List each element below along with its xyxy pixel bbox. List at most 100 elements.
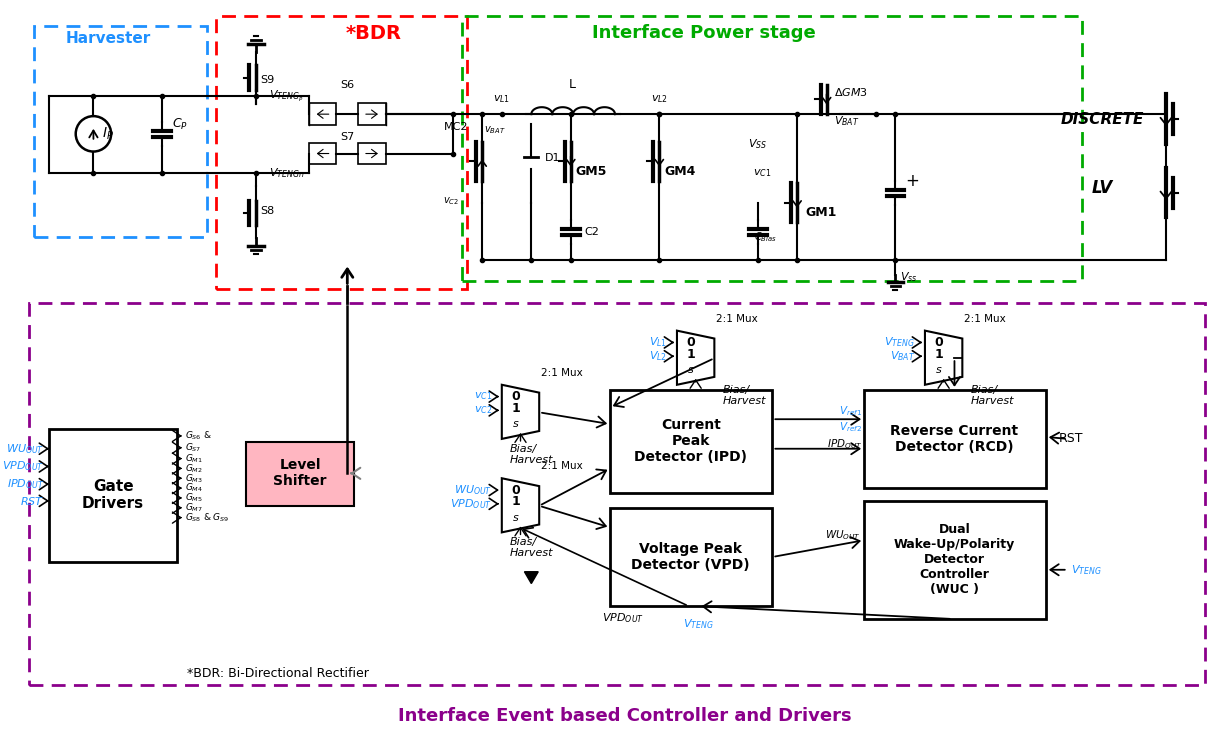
Text: $v_{C2}$: $v_{C2}$ [474,405,492,416]
Text: S7: S7 [341,132,354,142]
Text: Harvester: Harvester [65,31,151,46]
Text: $G_{M7}$: $G_{M7}$ [184,502,203,514]
Text: Bias/: Bias/ [509,537,536,547]
Text: s: s [936,365,942,375]
Text: $v_{C1}$: $v_{C1}$ [474,391,492,402]
Text: $V_{ref2}$: $V_{ref2}$ [839,420,862,434]
Text: $IPD_{OUT}$: $IPD_{OUT}$ [6,477,44,491]
Text: $WU_{OUT}$: $WU_{OUT}$ [6,442,44,456]
Text: Reverse Current
Detector (RCD): Reverse Current Detector (RCD) [891,424,1018,454]
Text: Bias/: Bias/ [970,385,998,395]
Text: $G_{M5}$: $G_{M5}$ [184,492,203,504]
Text: Harvest: Harvest [970,396,1014,405]
Text: $v_{L1}$: $v_{L1}$ [493,93,510,105]
Text: 1: 1 [512,496,520,508]
Text: C2: C2 [584,227,599,237]
Text: 2:1 Mux: 2:1 Mux [541,462,583,471]
Text: $G_{S6}$ &: $G_{S6}$ & [184,430,212,442]
Text: $I_P$: $I_P$ [102,126,114,142]
Text: +: + [905,172,919,190]
Text: Bias/: Bias/ [722,385,749,395]
Text: Harvest: Harvest [509,548,554,558]
Text: $G_{M2}$: $G_{M2}$ [184,462,203,475]
Text: RST: RST [1058,433,1082,445]
Text: $WU_{OUT}$: $WU_{OUT}$ [825,528,861,542]
Text: 2:1 Mux: 2:1 Mux [964,314,1006,324]
Text: $C_P$: $C_P$ [172,116,188,132]
Text: s: s [688,365,694,375]
Text: S6: S6 [341,79,354,90]
Bar [49,429,177,562]
Bar [34,26,207,237]
Text: Interface Power stage: Interface Power stage [592,24,815,42]
Text: $V_{TENG_P}$: $V_{TENG_P}$ [268,89,303,104]
Bar [610,508,772,606]
Text: GM5: GM5 [576,165,606,178]
Polygon shape [925,330,962,385]
Text: $V_{L2}$: $V_{L2}$ [649,349,667,363]
Text: $V_{L1}$: $V_{L1}$ [649,336,667,349]
Text: Bias/: Bias/ [509,444,536,453]
Text: *BDR: *BDR [346,24,402,43]
Text: $V_{ss}$: $V_{ss}$ [900,270,918,285]
Text: $v_{C1}$: $v_{C1}$ [754,167,771,179]
Text: 0: 0 [512,390,520,403]
Polygon shape [502,385,539,439]
Bar [216,16,467,289]
Bar [309,143,337,165]
Bar [863,501,1046,619]
Text: $C_{Bias}$: $C_{Bias}$ [754,230,777,244]
Bar [309,103,337,125]
Text: Voltage Peak
Detector (VPD): Voltage Peak Detector (VPD) [631,542,750,572]
Text: $V_{TENG}$: $V_{TENG}$ [683,617,713,631]
Text: $G_{M1}$: $G_{M1}$ [184,452,203,465]
Bar [358,103,386,125]
Text: Level
Shifter: Level Shifter [273,458,327,488]
Text: Dual
Wake-Up/Polarity
Detector
Controller
(WUC ): Dual Wake-Up/Polarity Detector Controlle… [894,523,1015,597]
Text: 1: 1 [512,402,520,415]
Text: $V_{ref1}$: $V_{ref1}$ [839,405,862,418]
Text: $G_{M3}$: $G_{M3}$ [184,472,203,485]
Text: $V_{BAT}$: $V_{BAT}$ [834,114,860,128]
Bar [30,303,1205,685]
Text: $WU_{OUT}$: $WU_{OUT}$ [454,483,492,497]
Text: $VPD_{OUT}$: $VPD_{OUT}$ [2,459,44,473]
Polygon shape [502,478,539,532]
Text: 0: 0 [935,336,943,349]
Text: $VPD_{OUT}$: $VPD_{OUT}$ [603,611,645,625]
Text: DISCRETE: DISCRETE [1060,112,1144,127]
Text: Gate
Drivers: Gate Drivers [82,479,144,511]
Polygon shape [524,572,539,584]
Text: $V_{TENG}$: $V_{TENG}$ [1070,563,1101,576]
Text: GM4: GM4 [664,165,695,178]
Text: $V_{BAT}$: $V_{BAT}$ [889,349,915,363]
Text: S8: S8 [261,205,274,216]
Text: 1: 1 [686,348,695,361]
Text: 2:1 Mux: 2:1 Mux [541,368,583,378]
Text: $V_{TENG}$: $V_{TENG}$ [884,336,915,349]
Text: $v_{C2}$: $v_{C2}$ [443,195,459,207]
Text: Current
Peak
Detector (IPD): Current Peak Detector (IPD) [635,418,748,464]
Text: S9: S9 [261,75,274,84]
Bar [246,442,354,506]
Bar [358,143,386,165]
Bar [462,16,1082,282]
Text: $G_{S7}$: $G_{S7}$ [184,442,202,454]
Text: $G_{M4}$: $G_{M4}$ [184,482,203,494]
Text: Harvest: Harvest [509,454,554,465]
Text: D1: D1 [545,153,561,164]
Text: Harvest: Harvest [722,396,766,405]
Text: $IPD_{OUT}$: $IPD_{OUT}$ [827,437,862,451]
Bar [863,390,1046,488]
Text: 0: 0 [512,484,520,496]
Text: 1: 1 [935,348,943,361]
Text: $V_{SS}$: $V_{SS}$ [748,137,768,150]
Polygon shape [676,330,715,385]
Text: GM1: GM1 [804,206,836,219]
Text: s: s [513,513,519,522]
Text: $v_{L2}$: $v_{L2}$ [651,93,668,105]
Text: $G_{S8}$ & $G_{S9}$: $G_{S8}$ & $G_{S9}$ [184,511,230,524]
Text: $V_{TENGn}$: $V_{TENGn}$ [268,166,304,180]
Text: MC2: MC2 [444,122,469,132]
Text: s: s [513,419,519,429]
